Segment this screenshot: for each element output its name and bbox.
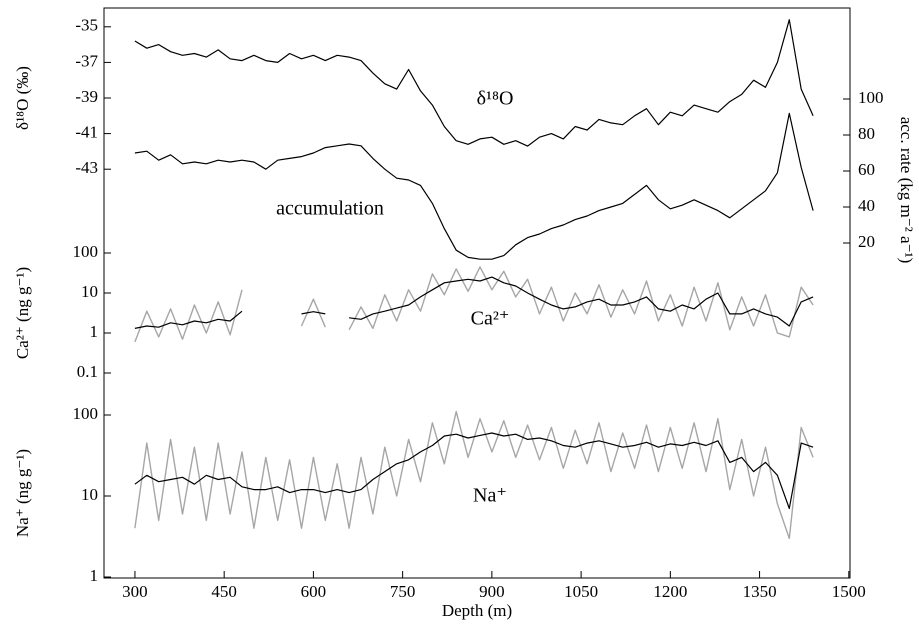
x-tick-label: 900 [479, 582, 505, 601]
y-tick-label: 0.1 [77, 362, 98, 381]
y-axis-label: Na⁺ (ng g⁻¹) [13, 449, 32, 537]
y-axis-label: δ¹⁸O (‰) [13, 66, 32, 130]
y-tick-label: -35 [75, 16, 98, 35]
y2-tick-label: 20 [858, 232, 875, 251]
y2-tick-label: 40 [858, 196, 875, 215]
y-tick-label: 100 [73, 404, 99, 423]
x-tick-label: 1050 [564, 582, 598, 601]
data-line [134, 410, 814, 540]
x-tick-label: 300 [122, 582, 148, 601]
x-tick-label: 750 [390, 582, 416, 601]
y-tick-label: 10 [81, 282, 98, 301]
y-tick-label: -37 [75, 51, 98, 70]
y-tick-label: -39 [75, 87, 98, 106]
y2-tick-label: 80 [858, 124, 875, 143]
data-line [134, 432, 814, 510]
y-tick-label: 1 [90, 322, 99, 341]
x-tick-label: 450 [211, 582, 237, 601]
x-tick-label: 1350 [743, 582, 777, 601]
y-axis-label: Ca²⁺ (ng g⁻¹) [13, 267, 32, 359]
series-annotation: δ¹⁸O [477, 88, 514, 110]
y-tick-label: 1 [90, 566, 99, 585]
x-tick-label: 1500 [832, 582, 866, 601]
data-line [134, 112, 814, 260]
y-tick-label: -43 [75, 158, 98, 177]
data-line [134, 266, 814, 343]
series-annotation: accumulation [276, 198, 384, 220]
series-annotation: Ca²⁺ [471, 308, 510, 330]
series-annotation: Na⁺ [473, 485, 507, 507]
y-tick-label: -41 [75, 123, 98, 142]
x-tick-label: 600 [301, 582, 327, 601]
data-line [134, 19, 814, 147]
x-tick-label: 1200 [653, 582, 687, 601]
y2-axis-label: acc. rate (kg m⁻² a⁻¹) [897, 117, 916, 264]
y-tick-label: 100 [73, 242, 99, 261]
y2-tick-label: 100 [858, 88, 884, 107]
data-line [134, 276, 814, 329]
x-axis-label: Depth (m) [442, 601, 512, 620]
y2-tick-label: 60 [858, 160, 875, 179]
y-tick-label: 10 [81, 485, 98, 504]
